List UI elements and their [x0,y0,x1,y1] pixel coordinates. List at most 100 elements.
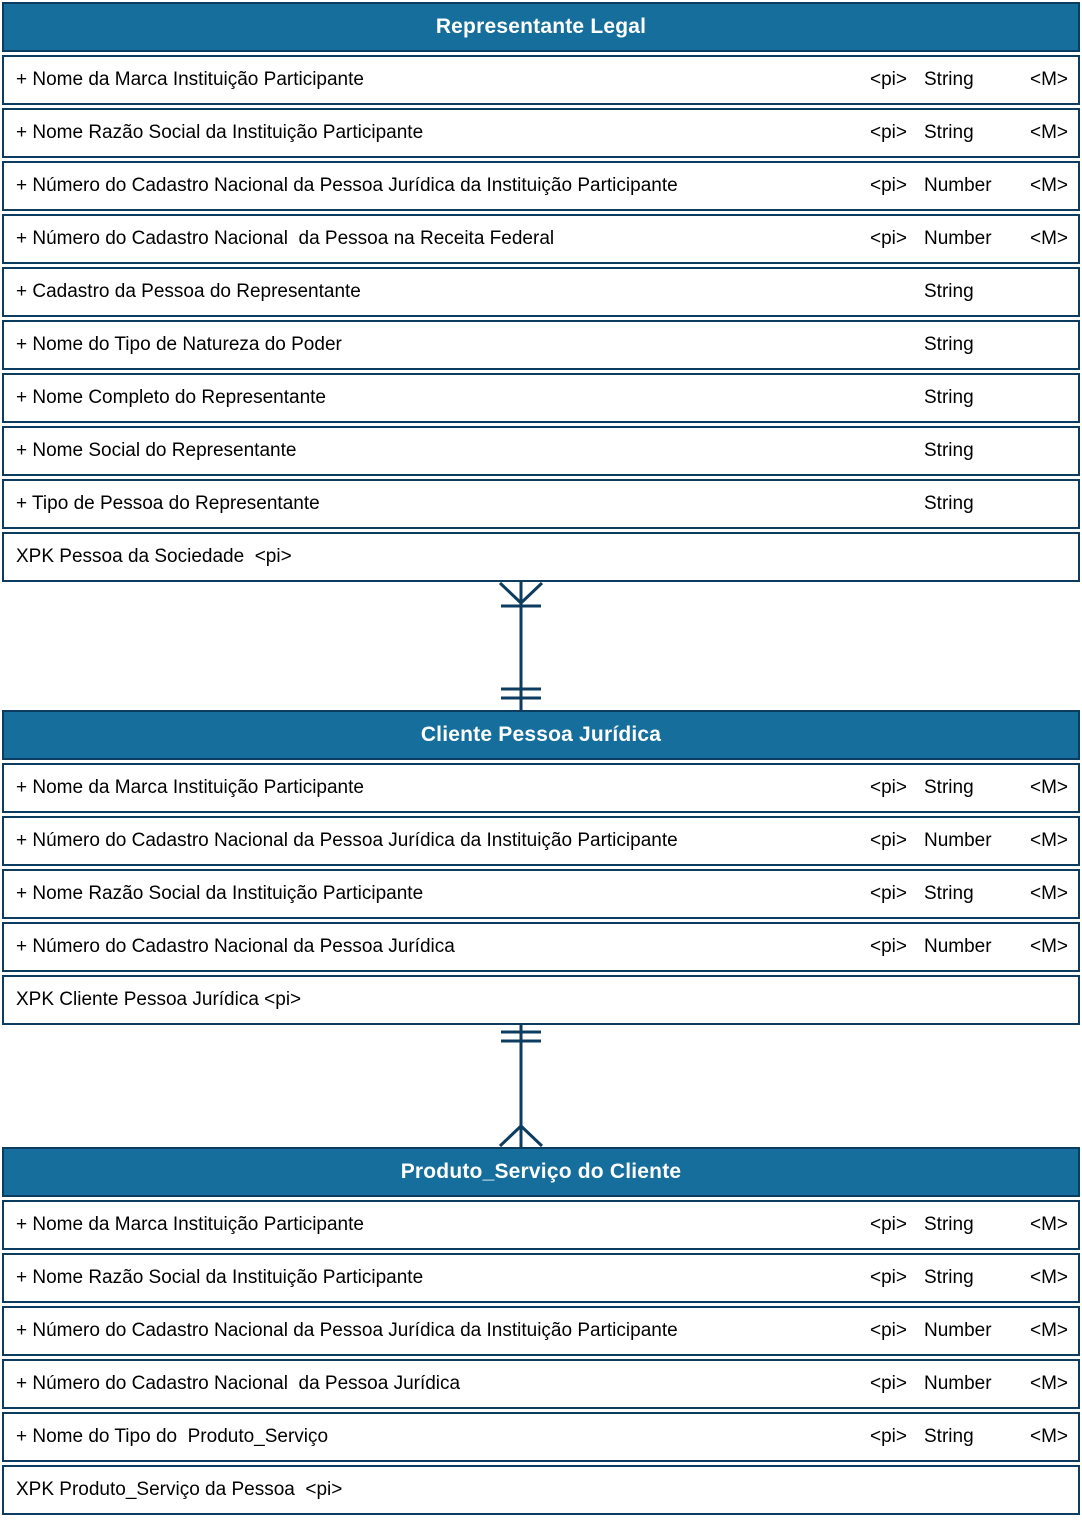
relationship-representante-cliente[interactable] [2,582,1080,710]
primary-key-label: XPK Pessoa da Sociedade <pi> [16,546,292,567]
attribute-mandatory-flag: <M> [1029,883,1068,904]
primary-key-row: XPK Pessoa da Sociedade <pi> [2,532,1080,582]
crow-foot-connector-icon [498,582,544,710]
attribute-type: String [924,122,974,143]
attribute-row: + Nome Razão Social da Instituição Parti… [2,869,1080,919]
entity-header: Representante Legal [2,2,1080,52]
attribute-type: String [924,440,974,461]
attribute-type: String [924,69,974,90]
attribute-mandatory-flag: <M> [1029,122,1068,143]
attribute-name: + Número do Cadastro Nacional da Pessoa … [16,1373,461,1394]
attribute-name: + Tipo de Pessoa do Representante [16,493,320,514]
attribute-row: + Nome Razão Social da Instituição Parti… [2,1253,1080,1303]
attribute-mandatory-flag: <M> [1029,936,1068,957]
attribute-mandatory-flag: <M> [1029,1373,1068,1394]
attribute-name: + Número do Cadastro Nacional da Pessoa … [16,936,455,957]
attribute-type: String [924,1267,974,1288]
attribute-row: + Nome da Marca Instituição Participante… [2,763,1080,813]
attribute-mandatory-flag: <M> [1029,69,1068,90]
attribute-type: String [924,387,974,408]
attribute-type: Number [924,175,992,196]
attribute-row: + Nome da Marca Instituição Participante… [2,1200,1080,1250]
attribute-mandatory-flag: <M> [1029,1320,1068,1341]
attribute-pi-flag: <pi> [870,936,907,957]
attribute-mandatory-flag: <M> [1029,228,1068,249]
attribute-row: + Número do Cadastro Nacional da Pessoa … [2,922,1080,972]
attribute-pi-flag: <pi> [870,69,907,90]
attribute-pi-flag: <pi> [870,1267,907,1288]
primary-key-row: XPK Produto_Serviço da Pessoa <pi> [2,1465,1080,1515]
attribute-name: + Nome da Marca Instituição Participante [16,69,364,90]
attribute-name: + Nome da Marca Instituição Participante [16,1214,364,1235]
attribute-pi-flag: <pi> [870,228,907,249]
attribute-pi-flag: <pi> [870,1214,907,1235]
entity-header: Produto_Serviço do Cliente [2,1147,1080,1197]
attribute-row: + Cadastro da Pessoa do Representante St… [2,267,1080,317]
attribute-mandatory-flag: <M> [1029,175,1068,196]
attribute-pi-flag: <pi> [870,122,907,143]
primary-key-label: XPK Cliente Pessoa Jurídica <pi> [16,989,302,1010]
attribute-mandatory-flag: <M> [1029,1267,1068,1288]
attribute-type: String [924,1214,974,1235]
relationship-cliente-produto-servico[interactable] [2,1025,1080,1147]
attribute-name: + Nome da Marca Instituição Participante [16,777,364,798]
entity-cliente-pessoa-juridica[interactable]: Cliente Pessoa Jurídica + Nome da Marca … [2,710,1080,1025]
attribute-row: + Número do Cadastro Nacional da Pessoa … [2,1306,1080,1356]
attribute-row: + Tipo de Pessoa do Representante String [2,479,1080,529]
attribute-type: String [924,777,974,798]
attribute-mandatory-flag: <M> [1029,777,1068,798]
attribute-type: Number [924,1320,992,1341]
entity-title: Produto_Serviço do Cliente [400,1160,682,1183]
attribute-pi-flag: <pi> [870,1320,907,1341]
attribute-type: String [924,334,974,355]
attribute-name: + Nome Razão Social da Instituição Parti… [16,883,424,904]
attribute-type: Number [924,830,992,851]
entity-representante-legal[interactable]: Representante Legal + Nome da Marca Inst… [2,2,1080,582]
attribute-name: + Número do Cadastro Nacional da Pessoa … [16,1320,678,1341]
attribute-pi-flag: <pi> [870,830,907,851]
attribute-row: + Nome Social do Representante String [2,426,1080,476]
attribute-mandatory-flag: <M> [1029,830,1068,851]
attribute-row: + Nome do Tipo de Natureza do Poder Stri… [2,320,1080,370]
attribute-type: String [924,281,974,302]
attribute-pi-flag: <pi> [870,777,907,798]
entity-title: Cliente Pessoa Jurídica [420,723,662,746]
attribute-pi-flag: <pi> [870,883,907,904]
attribute-type: Number [924,936,992,957]
attribute-name: + Nome do Tipo de Natureza do Poder [16,334,342,355]
attribute-pi-flag: <pi> [870,1426,907,1447]
attribute-row: + Número do Cadastro Nacional da Pessoa … [2,816,1080,866]
primary-key-label: XPK Produto_Serviço da Pessoa <pi> [16,1479,343,1500]
attribute-pi-flag: <pi> [870,175,907,196]
attribute-name: + Número do Cadastro Nacional da Pessoa … [16,228,555,249]
attribute-row: + Nome Razão Social da Instituição Parti… [2,108,1080,158]
attribute-name: + Número do Cadastro Nacional da Pessoa … [16,830,678,851]
attribute-mandatory-flag: <M> [1029,1426,1068,1447]
attribute-row: + Número do Cadastro Nacional da Pessoa … [2,161,1080,211]
entity-header: Cliente Pessoa Jurídica [2,710,1080,760]
primary-key-row: XPK Cliente Pessoa Jurídica <pi> [2,975,1080,1025]
entity-produto-servico-do-cliente[interactable]: Produto_Serviço do Cliente + Nome da Mar… [2,1147,1080,1515]
attribute-name: + Nome do Tipo do Produto_Serviço [16,1426,329,1447]
attribute-name: + Nome Razão Social da Instituição Parti… [16,122,424,143]
attribute-type: String [924,883,974,904]
crow-foot-connector-icon [498,1025,544,1147]
entity-title: Representante Legal [435,15,647,38]
attribute-name: + Cadastro da Pessoa do Representante [16,281,361,302]
attribute-row: + Nome da Marca Instituição Participante… [2,55,1080,105]
attribute-row: + Número do Cadastro Nacional da Pessoa … [2,214,1080,264]
attribute-pi-flag: <pi> [870,1373,907,1394]
attribute-mandatory-flag: <M> [1029,1214,1068,1235]
attribute-name: + Nome Completo do Representante [16,387,326,408]
attribute-name: + Nome Razão Social da Instituição Parti… [16,1267,424,1288]
attribute-name: + Número do Cadastro Nacional da Pessoa … [16,175,678,196]
attribute-row: + Número do Cadastro Nacional da Pessoa … [2,1359,1080,1409]
attribute-row: + Nome do Tipo do Produto_Serviço <pi> S… [2,1412,1080,1462]
attribute-type: String [924,493,974,514]
attribute-type: Number [924,1373,992,1394]
attribute-name: + Nome Social do Representante [16,440,297,461]
attribute-row: + Nome Completo do Representante String [2,373,1080,423]
attribute-type: Number [924,228,992,249]
attribute-type: String [924,1426,974,1447]
